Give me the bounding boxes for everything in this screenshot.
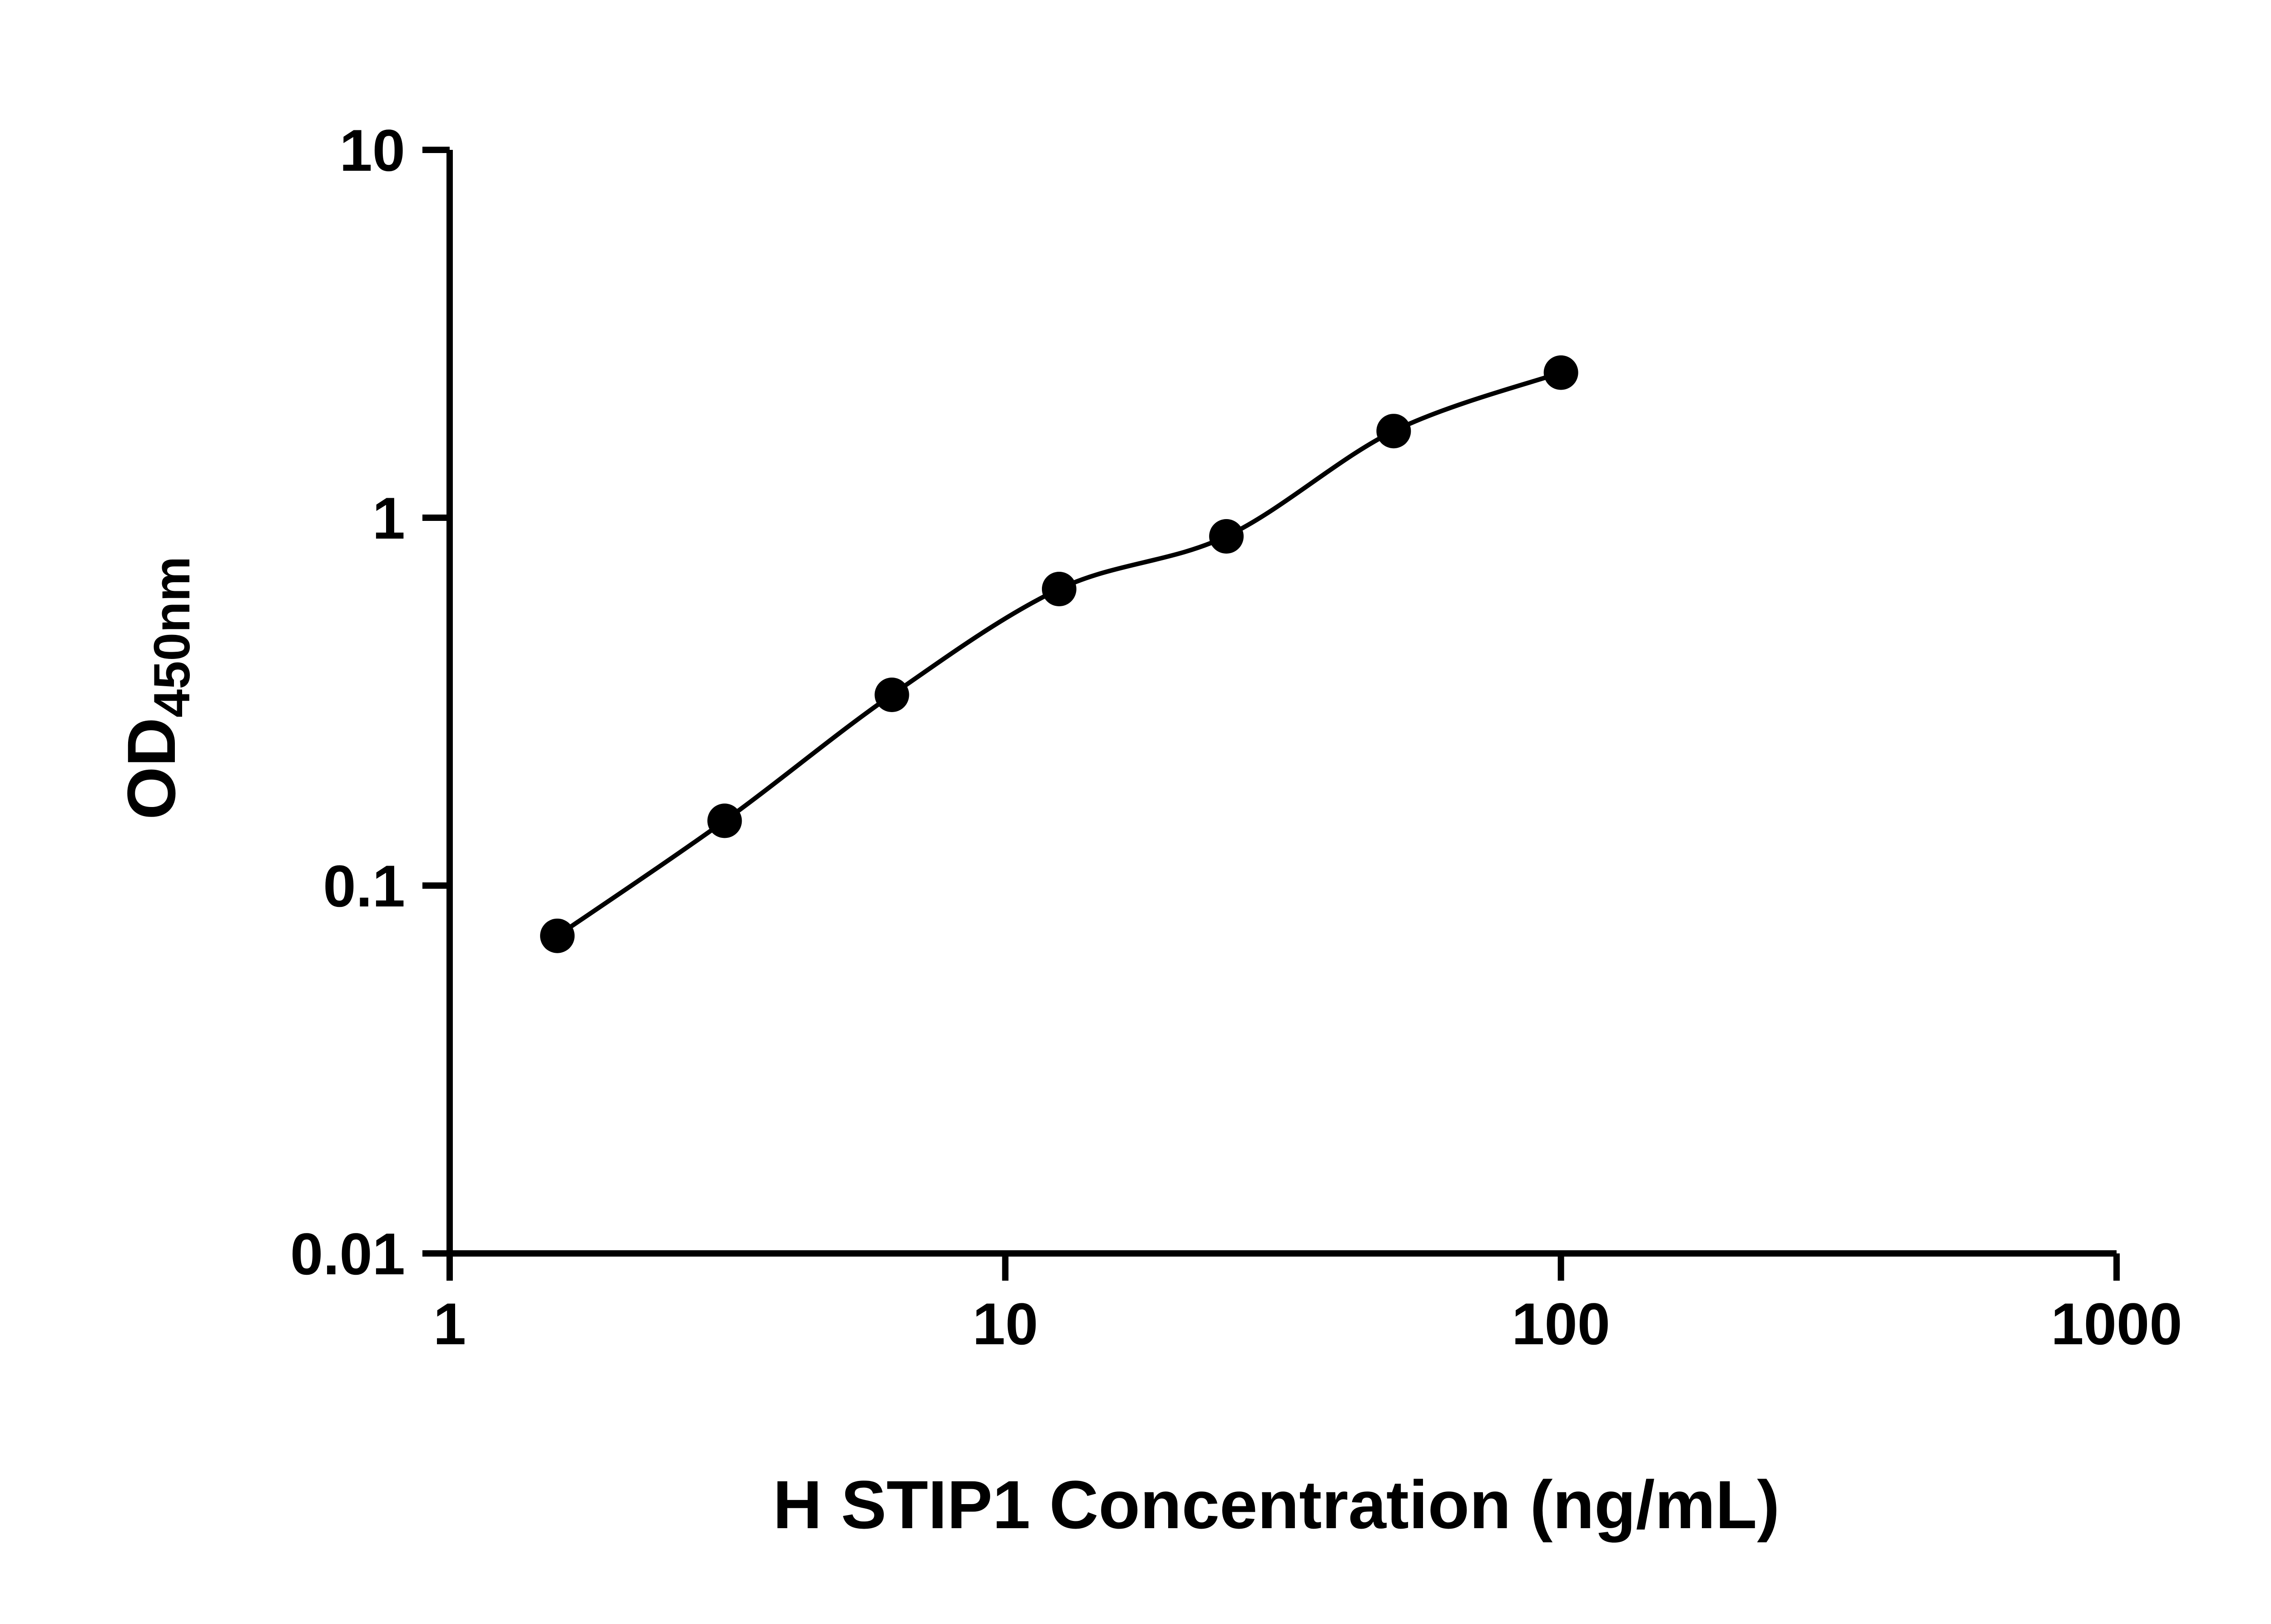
fit-curve [556,370,1562,938]
data-point [874,678,909,712]
data-layer [540,355,1578,953]
y-axis-title-main: OD [113,718,189,820]
x-axis-tick-label: 100 [1512,1291,1610,1357]
y-axis-tick-label: 0.01 [290,1221,405,1287]
y-axis-tick-label: 0.1 [323,853,405,919]
data-point [707,803,742,838]
data-point [1041,572,1076,606]
y-axis-title-subscript: 450nm [144,556,200,718]
data-point [1376,414,1411,449]
axis-spine [446,150,2117,1257]
y-axis-tick-label: 1 [372,485,405,551]
axes-layer: 1 10 100 1000 0.01 0.1 1 10 [290,117,2182,1357]
x-axis-title: H STIP1 Concentration (ng/mL) [773,1466,1780,1543]
data-point [1543,355,1578,390]
x-axis-tick-label: 10 [972,1291,1038,1357]
x-axis-tick-label: 1 [433,1291,466,1357]
data-point [1209,519,1244,554]
data-point [540,918,575,953]
y-axis-tick-label: 10 [339,117,405,183]
x-axis-tick-label: 1000 [2051,1291,2182,1357]
y-axis-title: OD450nm [113,556,200,820]
